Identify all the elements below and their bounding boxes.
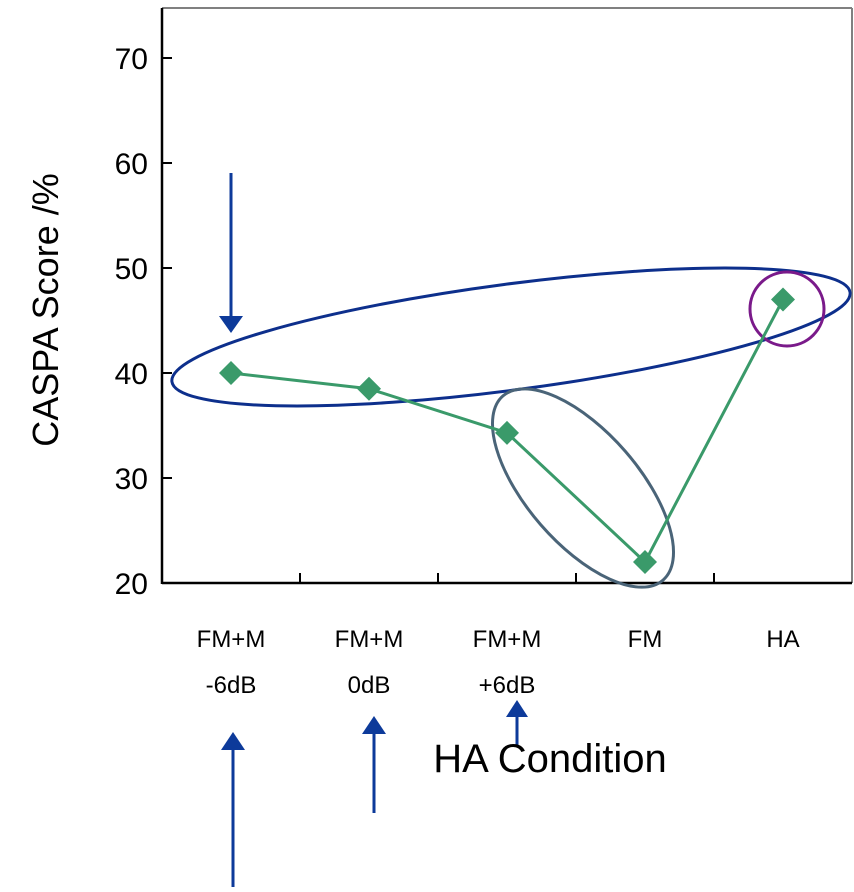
x-tick-label: -6dB [206, 672, 257, 699]
y-axis-title: CASPA Score /% [25, 173, 66, 446]
annotation-arrow-up-2 [362, 716, 386, 813]
annotation-arrow-down [219, 173, 243, 333]
x-tick-label: FM+M [335, 626, 404, 653]
data-point [633, 550, 657, 574]
y-tick-label: 60 [115, 148, 148, 181]
annotation-circle-purple [748, 270, 826, 348]
data-point [771, 287, 795, 312]
y-tick-label: 40 [115, 358, 148, 391]
x-tick-label: FM [628, 626, 663, 653]
y-tick-label: 20 [115, 568, 148, 601]
annotation-ellipse-blue [170, 266, 852, 408]
x-tick-label: +6dB [479, 672, 536, 699]
x-tick-label: 0dB [348, 672, 391, 699]
x-tick-label: FM+M [197, 626, 266, 653]
annotation-arrow-up-3 [506, 700, 528, 746]
y-tick-label: 70 [115, 43, 148, 76]
x-tick-label: HA [766, 626, 799, 653]
y-tick-label: 30 [115, 463, 148, 496]
data-point [219, 361, 243, 385]
data-point [357, 376, 381, 401]
data-point [495, 420, 519, 445]
y-tick-label: 50 [115, 253, 148, 286]
annotation-arrow-up-1 [221, 732, 245, 887]
x-axis-title: HA Condition [433, 737, 666, 781]
annotation-ellipse-slate [490, 387, 676, 589]
x-tick-label: FM+M [473, 626, 542, 653]
